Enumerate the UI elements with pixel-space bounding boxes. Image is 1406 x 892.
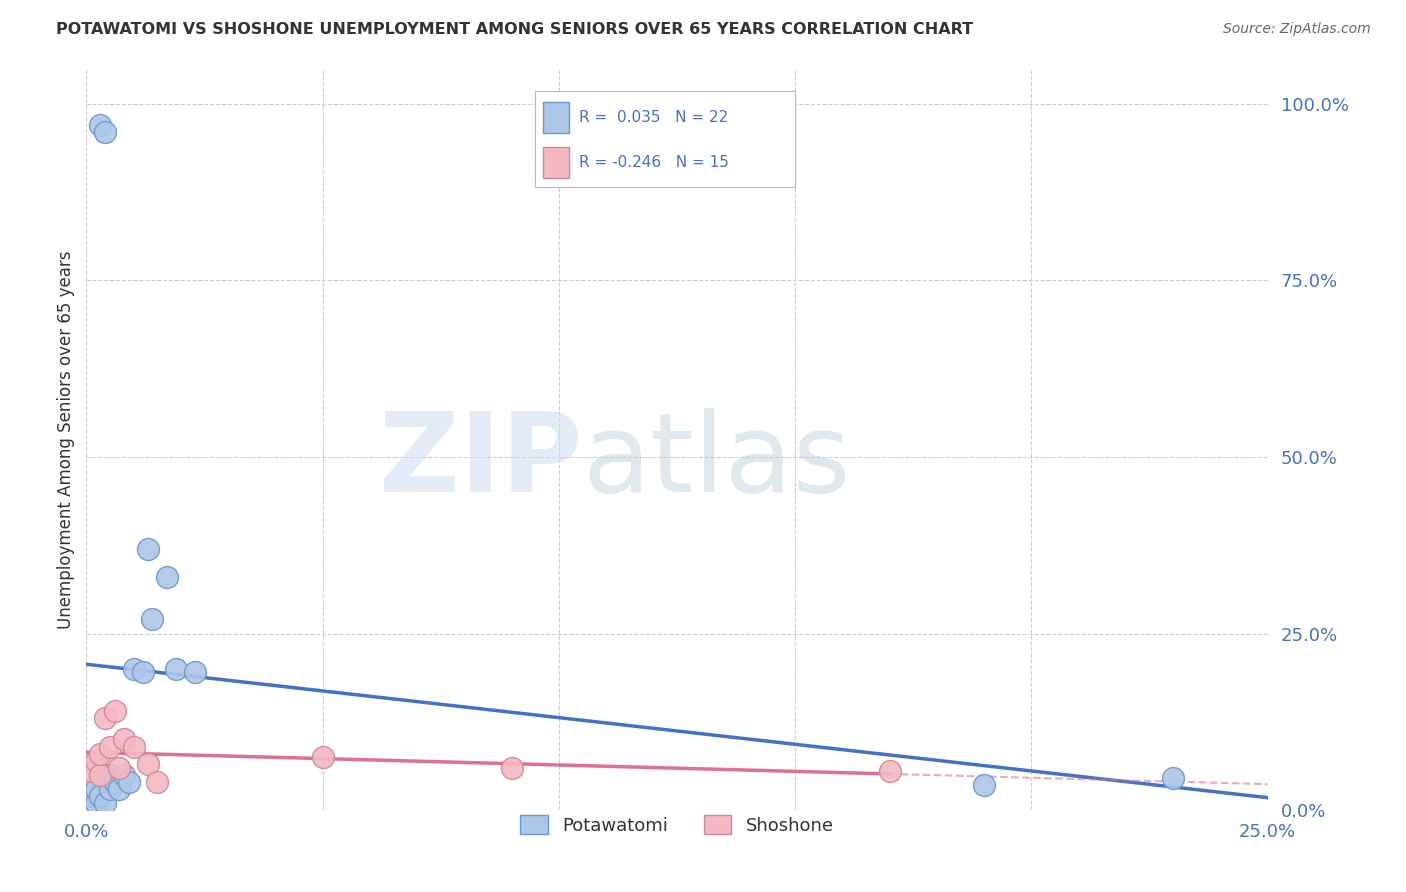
Point	[973, 778, 995, 792]
Point	[165, 662, 187, 676]
Point	[118, 775, 141, 789]
Point	[879, 764, 901, 779]
Point	[84, 796, 107, 810]
Point	[122, 739, 145, 754]
Point	[108, 781, 131, 796]
Point	[94, 711, 117, 725]
Text: ZIP: ZIP	[380, 408, 582, 515]
Point	[1161, 772, 1184, 786]
Point	[89, 747, 111, 761]
Point	[84, 781, 107, 796]
Point	[184, 665, 207, 680]
Point	[80, 789, 103, 803]
Point	[94, 796, 117, 810]
Point	[98, 768, 121, 782]
Point	[89, 118, 111, 132]
Point	[156, 570, 179, 584]
Point	[112, 732, 135, 747]
Point	[122, 662, 145, 676]
Legend: Potawatomi, Shoshone: Potawatomi, Shoshone	[513, 808, 841, 842]
Y-axis label: Unemployment Among Seniors over 65 years: Unemployment Among Seniors over 65 years	[58, 250, 75, 629]
Point	[104, 704, 127, 718]
Point	[89, 789, 111, 803]
Point	[94, 125, 117, 139]
Point	[501, 761, 523, 775]
Point	[311, 750, 333, 764]
Point	[84, 754, 107, 768]
Point	[112, 768, 135, 782]
Point	[132, 665, 155, 680]
Point	[89, 768, 111, 782]
Point	[104, 775, 127, 789]
Point	[146, 775, 169, 789]
Point	[80, 764, 103, 779]
Point	[136, 757, 159, 772]
Point	[108, 761, 131, 775]
Point	[98, 739, 121, 754]
Text: atlas: atlas	[582, 408, 851, 515]
Point	[141, 612, 163, 626]
Point	[98, 781, 121, 796]
Text: POTAWATOMI VS SHOSHONE UNEMPLOYMENT AMONG SENIORS OVER 65 YEARS CORRELATION CHAR: POTAWATOMI VS SHOSHONE UNEMPLOYMENT AMON…	[56, 22, 973, 37]
Text: Source: ZipAtlas.com: Source: ZipAtlas.com	[1223, 22, 1371, 37]
Point	[136, 541, 159, 556]
